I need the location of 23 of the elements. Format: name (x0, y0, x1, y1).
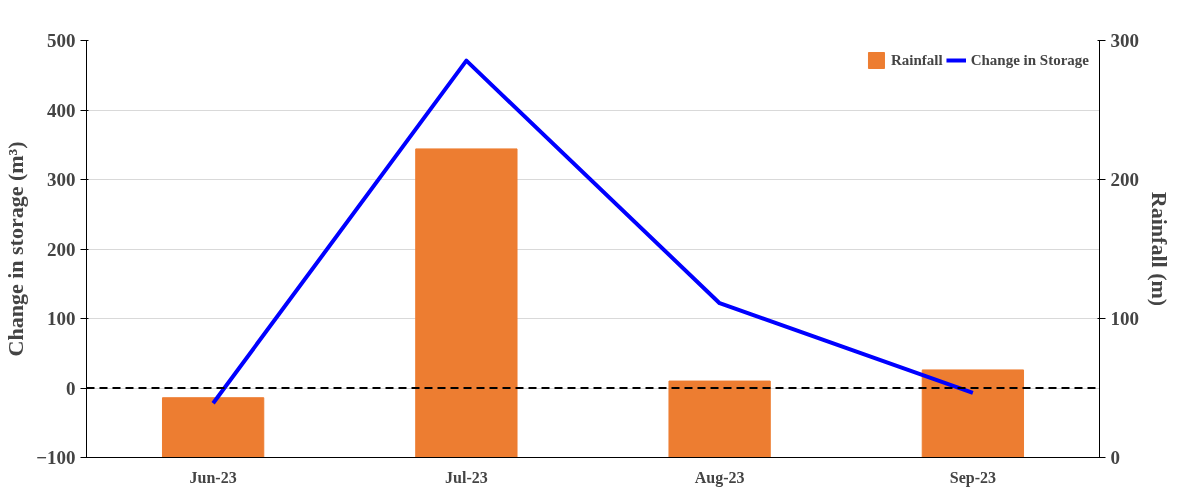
y-tick-label: 400 (47, 99, 76, 121)
bar (668, 380, 771, 458)
x-tick-label: Sep-23 (949, 468, 996, 487)
legend-label: Rainfall (890, 51, 943, 69)
y-axis-title: Change in storage (m³) (3, 141, 29, 357)
bar (921, 369, 1025, 458)
x-tick-label: Jul-23 (445, 468, 488, 486)
bar (161, 397, 265, 458)
y2-tick-label: 200 (1110, 169, 1139, 190)
y-tick-label: −100 (36, 447, 76, 468)
y-tick-label: 300 (47, 169, 76, 190)
legend-label: Change in Storage (970, 51, 1089, 69)
y2-tick-label: 300 (1110, 30, 1139, 51)
y2-tick-label: 0 (1110, 447, 1120, 468)
y-tick-label: 100 (47, 308, 76, 329)
bar (415, 148, 518, 458)
y2-tick-label: 100 (1110, 308, 1139, 329)
y2-axis-title: Rainfall (m) (1147, 191, 1172, 307)
y-tick-label: 500 (47, 30, 76, 51)
x-tick-label: Jun-23 (189, 468, 237, 486)
y-tick-label: 200 (47, 238, 76, 260)
y-tick-label: 0 (66, 377, 76, 399)
x-tick-label: Aug-23 (694, 468, 745, 487)
